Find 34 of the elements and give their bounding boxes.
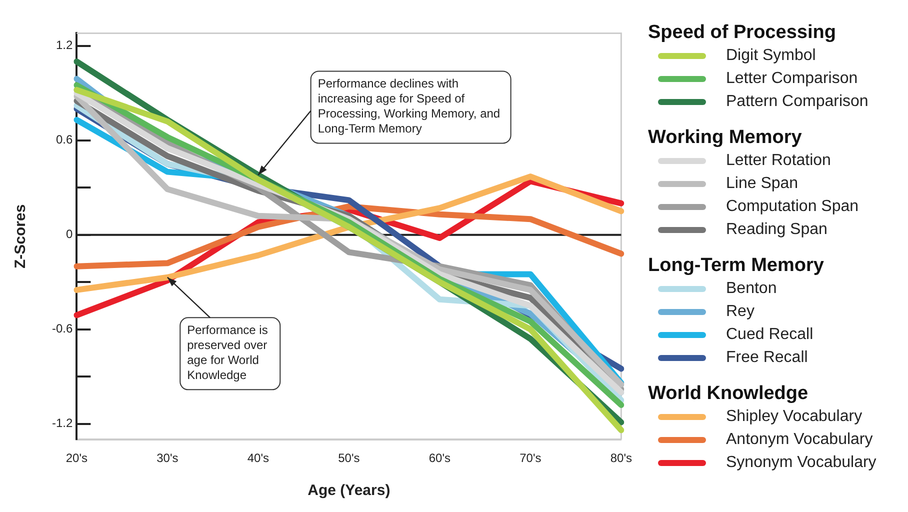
x-tick-label: 50's [338,451,360,466]
x-tick-label: 20's [66,451,88,466]
y-tick-label: -1.2 [52,416,73,430]
legend-label: Pattern Comparison [726,92,868,110]
x-tick-label: 60's [428,451,450,466]
legend-label: Antonym Vocabulary [726,430,873,448]
legend-label: Synonym Vocabulary [726,454,876,472]
legend-label: Line Span [726,174,798,192]
y-tick-label: 1.2 [56,38,73,52]
x-tick-label: 40's [247,451,269,466]
text: Speed of Processing [648,22,837,44]
y-tick-label: -0.6 [52,322,73,336]
x-axis-title: Age (Years) [308,482,390,500]
text: World Knowledge [648,383,810,405]
legend-label: Digit Symbol [726,46,816,64]
y-tick-label: 0 [66,227,73,242]
x-tick-label: 70's [520,451,542,466]
legend-label: Shipley Vocabulary [726,408,862,426]
legend-label: Reading Span [726,220,828,238]
x-tick-label: 80's [610,451,632,466]
annotation: Performance declines with increasing age for Speed of Processing, Working Memory, and Long-Term Memory [318,76,500,136]
legend-label: Cued Recall [726,326,814,344]
legend-label: Letter Rotation [726,152,831,170]
legend-label: Rey [726,302,754,320]
y-axis-title: Z-Scores [12,204,30,268]
text: Long-Term Memory [648,255,825,277]
annotation: Performance is preserved over age for World Knowledge [187,322,268,382]
legend-label: Benton [726,280,777,298]
legend-label: Computation Span [726,198,859,216]
text: Working Memory [648,127,803,149]
y-tick-label: 0.6 [56,132,73,147]
legend-label: Free Recall [726,348,808,366]
x-tick-label: 30's [156,451,178,466]
legend-label: Letter Comparison [726,70,858,88]
